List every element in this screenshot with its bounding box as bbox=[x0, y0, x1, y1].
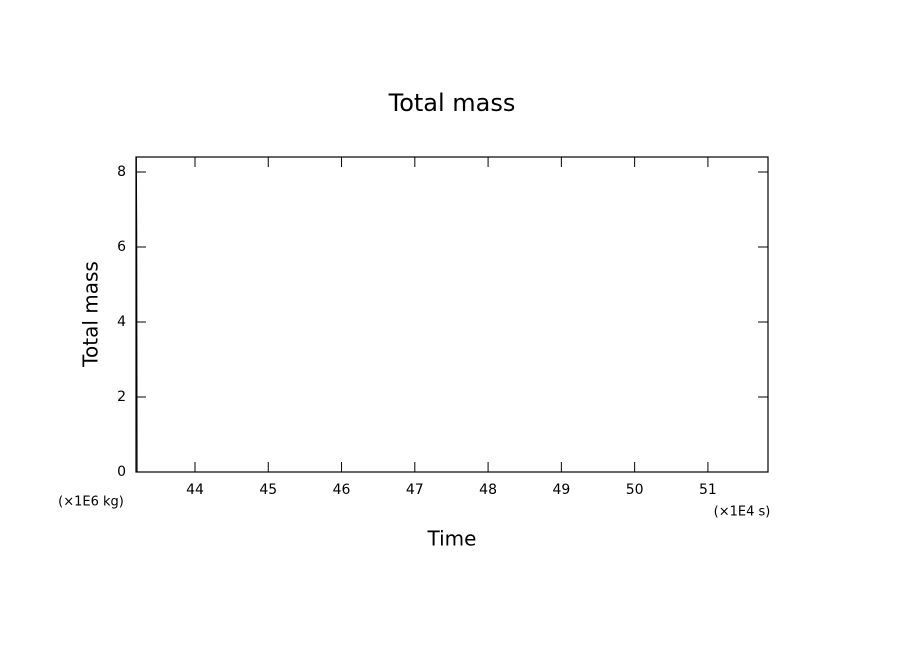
x-tick-label: 45 bbox=[259, 482, 277, 498]
plot-frame bbox=[135, 156, 769, 473]
y-axis-label: Total mass bbox=[79, 261, 103, 368]
y-tick-label: 2 bbox=[117, 389, 126, 405]
x-tick-label: 50 bbox=[626, 482, 644, 498]
y-unit: (×1E6 kg) bbox=[58, 495, 124, 510]
y-tick-label: 8 bbox=[117, 164, 126, 180]
y-tick-label: 0 bbox=[117, 464, 126, 480]
x-tick-label: 47 bbox=[406, 482, 424, 498]
x-unit: (×1E4 s) bbox=[714, 505, 771, 520]
x-tick-label: 44 bbox=[186, 482, 204, 498]
x-tick-label: 49 bbox=[552, 482, 570, 498]
chart-title: Total mass bbox=[388, 89, 516, 117]
x-tick-label: 51 bbox=[699, 482, 717, 498]
data-line bbox=[135, 156, 138, 473]
y-tick-label: 6 bbox=[117, 239, 126, 255]
y-tick-label: 4 bbox=[117, 314, 126, 330]
x-tick-label: 46 bbox=[333, 482, 351, 498]
x-tick-label: 48 bbox=[479, 482, 497, 498]
x-axis-label: Time bbox=[427, 527, 477, 551]
